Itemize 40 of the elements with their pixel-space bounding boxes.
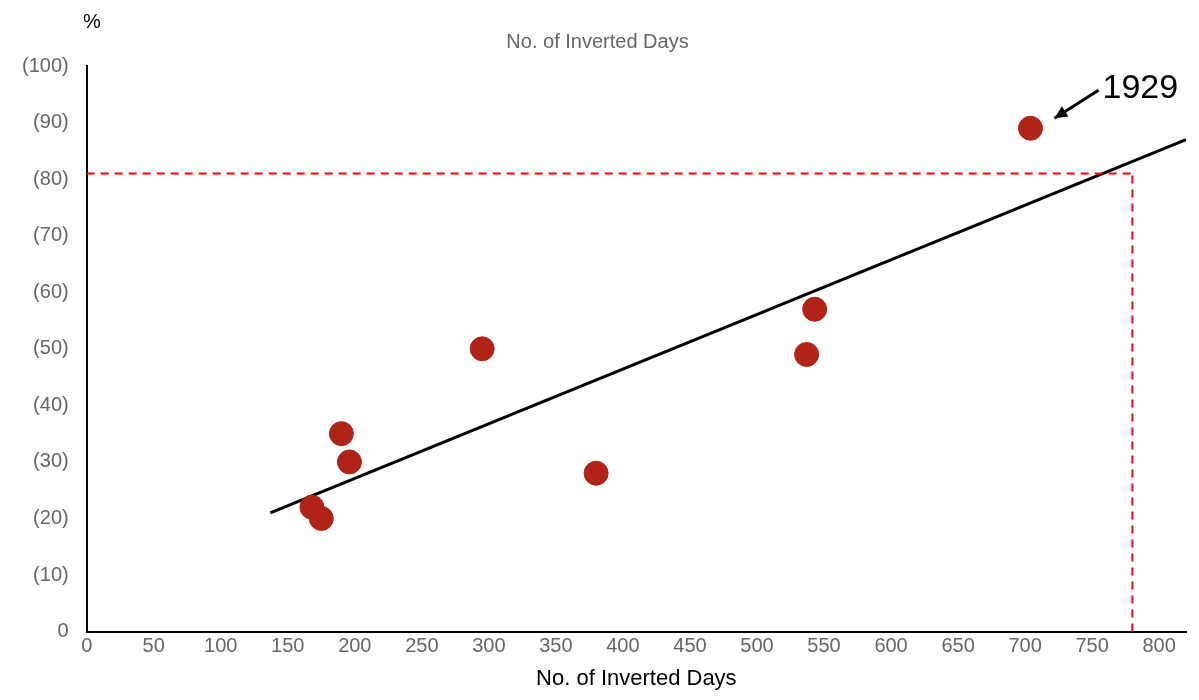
point [328, 421, 354, 447]
x-tick-label: 550 [807, 634, 841, 657]
point [308, 505, 334, 531]
point [1017, 115, 1043, 141]
x-tick-label: 500 [740, 634, 774, 657]
x-tick-label: 250 [405, 634, 439, 657]
x-tick-label: 400 [606, 634, 640, 657]
point [794, 341, 820, 367]
x-tick-label: 100 [204, 634, 238, 657]
x-tick-label: 0 [81, 634, 93, 657]
x-tick-label: 150 [271, 634, 305, 657]
point [583, 460, 609, 486]
y-tick-label: (10) [33, 562, 69, 585]
y-tick-label: 0 [57, 619, 69, 642]
x-tick-label: 650 [941, 634, 975, 657]
y-tick-label: (100) [21, 53, 69, 76]
x-tick-label: 800 [1142, 634, 1176, 657]
x-axis-title: No. of Inverted Days [536, 664, 737, 690]
point [802, 296, 828, 322]
chart-title: No. of Inverted Days [506, 29, 689, 52]
y-tick-label: (80) [33, 166, 69, 189]
x-tick-label: 350 [539, 634, 573, 657]
point [336, 449, 362, 475]
y-tick-label: (40) [33, 392, 69, 415]
y-tick-label: (30) [33, 449, 69, 472]
y-tick-label: (50) [33, 336, 69, 359]
annotation: 1929 [1102, 66, 1179, 105]
x-tick-label: 200 [338, 634, 372, 657]
x-tick-label: 600 [874, 634, 908, 657]
y-axis-title: % [83, 9, 102, 32]
x-tick-label: 700 [1008, 634, 1042, 657]
x-tick-label: 750 [1075, 634, 1109, 657]
x-tick-label: 450 [673, 634, 707, 657]
y-tick-label: (70) [33, 223, 69, 246]
x-tick-label: 50 [142, 634, 165, 657]
point [469, 336, 495, 362]
y-tick-label: (90) [33, 110, 69, 133]
y-tick-label: (60) [33, 279, 69, 302]
y-tick-label: (20) [33, 506, 69, 528]
x-tick-label: 300 [472, 634, 506, 657]
